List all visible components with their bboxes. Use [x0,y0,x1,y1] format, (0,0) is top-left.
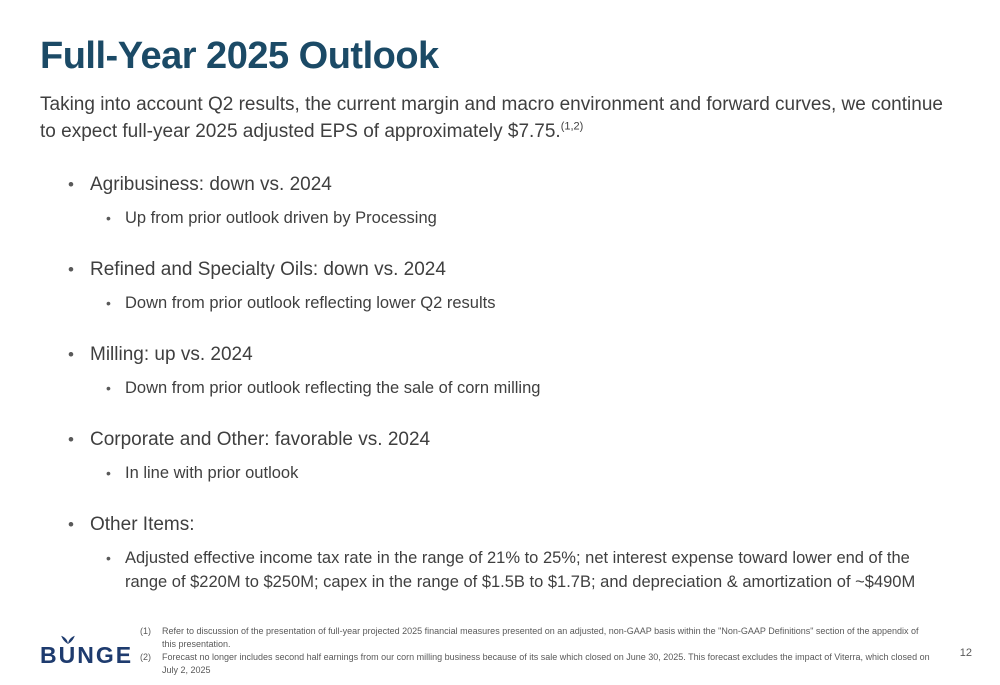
sub-bullet-icon [106,207,125,229]
slide-content: Full-Year 2025 Outlook Taking into accou… [0,0,1000,594]
bullet-row: Other Items: [68,512,960,539]
intro-superscript: (1,2) [560,120,584,133]
bullet-icon [68,512,90,538]
sub-bullet-icon [106,462,125,484]
footnote-text: Forecast no longer includes second half … [162,651,930,675]
sub-bullet-item: Up from prior outlook driven by Processi… [106,207,960,230]
footnote-item: (1) Refer to discussion of the presentat… [140,625,930,651]
bullet-icon [68,172,90,198]
bullet-icon [68,427,90,453]
bullet-icon [68,342,90,368]
sub-bullet-icon [106,547,125,569]
sub-bullet-item: Down from prior outlook reflecting the s… [106,377,960,400]
footer: B U NGE (1) Refer to discussion of the pre… [0,619,1000,685]
bullet-label: Milling: up vs. 2024 [90,343,253,365]
sub-bullet-item: Down from prior outlook reflecting lower… [106,292,960,315]
bullet-row: Corporate and Other: favorable vs. 2024 [68,427,960,454]
bullet-label: Agribusiness: down vs. 2024 [90,173,332,195]
bullet-item-milling: Milling: up vs. 2024 Down from prior out… [68,342,960,401]
bullet-list: Agribusiness: down vs. 2024 Up from prio… [68,172,960,595]
bullet-label: Other Items: [90,513,195,535]
sub-bullet-icon [106,377,125,399]
bunge-logo: B U NGE [40,635,134,668]
logo-letter-b: B [40,642,59,668]
page-title: Full-Year 2025 Outlook [40,35,439,77]
sub-bullet-label: In line with prior outlook [125,464,299,483]
bullet-item-corporate: Corporate and Other: favorable vs. 2024 … [68,427,960,486]
leaf-icon [61,635,75,644]
sub-bullet-label: Down from prior outlook reflecting lower… [125,294,496,313]
logo-letter-u: U [58,642,78,668]
intro-paragraph: Taking into account Q2 results, the curr… [40,92,960,146]
bullet-row: Milling: up vs. 2024 [68,342,960,369]
bullet-row: Agribusiness: down vs. 2024 [68,172,960,199]
bullet-label: Corporate and Other: favorable vs. 2024 [90,428,431,450]
bullet-label: Refined and Specialty Oils: down vs. 202… [90,258,446,280]
bullet-item-other-items: Other Items: Adjusted effective income t… [68,512,960,594]
footnote-number: (1) [140,625,151,636]
footnote-item: (2) Forecast no longer includes second h… [140,651,930,677]
sub-bullet-item: In line with prior outlook [106,462,960,485]
intro-text: Taking into account Q2 results, the curr… [40,93,943,142]
sub-bullet-label: Adjusted effective income tax rate in th… [125,549,916,591]
bullet-icon [68,257,90,283]
sub-bullet-item: Adjusted effective income tax rate in th… [106,547,960,594]
sub-bullet-icon [106,292,125,314]
footnote-number: (2) [140,651,151,662]
page-number: 12 [959,647,972,659]
footnote-text: Refer to discussion of the presentation … [162,625,919,649]
logo-letters-nge: NGE [77,642,134,668]
sub-bullet-label: Down from prior outlook reflecting the s… [125,379,541,398]
bullet-row: Refined and Specialty Oils: down vs. 202… [68,257,960,284]
bullet-item-refined-oils: Refined and Specialty Oils: down vs. 202… [68,257,960,316]
footnote-list: (1) Refer to discussion of the presentat… [140,625,930,677]
sub-bullet-label: Up from prior outlook driven by Processi… [125,209,437,228]
logo-letter-u-wrap: U [58,635,78,668]
bullet-item-agribusiness: Agribusiness: down vs. 2024 Up from prio… [68,172,960,231]
